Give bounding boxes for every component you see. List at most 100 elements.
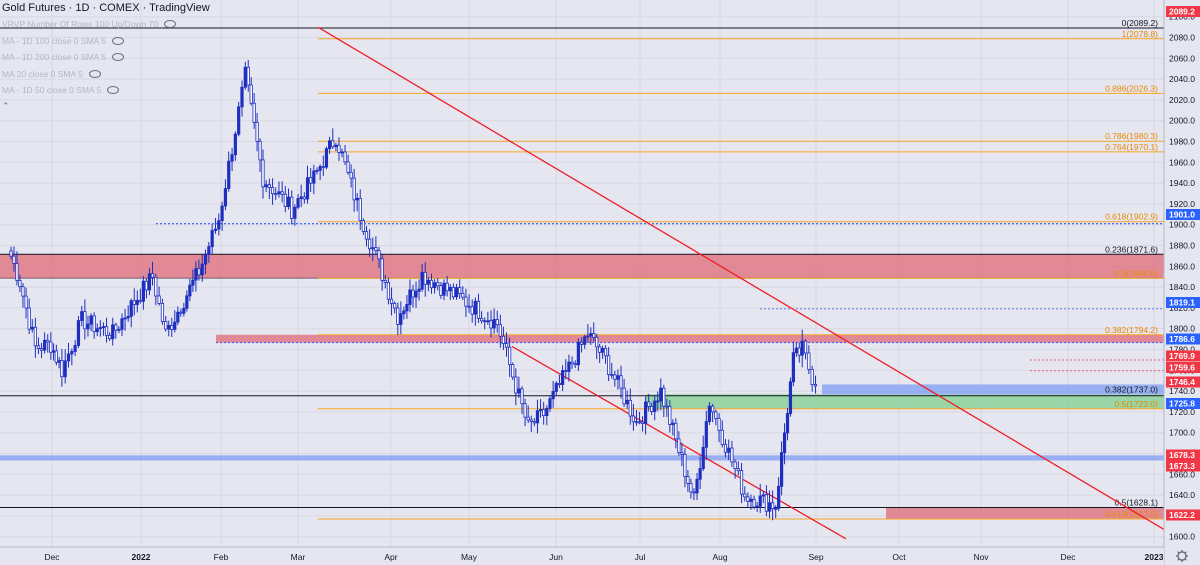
- candle-body-down: [628, 399, 632, 417]
- candle: [695, 472, 699, 500]
- price-tag: 1901.0: [1166, 209, 1200, 220]
- eye-hidden-icon[interactable]: [164, 20, 177, 28]
- candle: [752, 495, 756, 510]
- eye-hidden-icon[interactable]: [111, 36, 124, 45]
- candle-body-down: [283, 193, 287, 207]
- candles: [9, 59, 818, 521]
- indicator-ma-100[interactable]: MA - 1D 100 close 0 SMA 5: [2, 33, 210, 50]
- candle: [746, 492, 750, 508]
- candle-body-down: [674, 422, 678, 440]
- fib-label: 0.786(1980.3): [1105, 131, 1158, 141]
- candle: [89, 313, 93, 332]
- candle: [270, 178, 275, 205]
- candle: [813, 375, 818, 394]
- eye-hidden-icon[interactable]: [107, 86, 120, 94]
- time-tick-label: Dec: [44, 552, 60, 562]
- price-tag-label: 1622.2: [1169, 510, 1195, 520]
- candle-body-down: [771, 502, 775, 510]
- candle-body-down: [138, 299, 142, 302]
- candle-body-down: [429, 279, 434, 289]
- indicator-vrvp[interactable]: VRVP Number Of Rows 100 Up/Down 70: [2, 16, 210, 33]
- indicator-label: VRVP Number Of Rows 100 Up/Down 70: [2, 19, 159, 29]
- candle: [523, 398, 527, 427]
- candle-body-down: [720, 429, 724, 445]
- candle: [33, 317, 37, 358]
- candle-body-up: [73, 345, 77, 352]
- candle-body-down: [337, 144, 341, 153]
- price-tick-label: 1960.0: [1169, 157, 1195, 167]
- price-tag: 1769.9: [1166, 350, 1200, 362]
- candle: [755, 501, 759, 512]
- candle-body-up: [774, 508, 778, 510]
- candle: [380, 253, 384, 291]
- candle-body-down: [197, 268, 201, 276]
- indicator-ma-50[interactable]: MA - 1D 50 close 0 SMA 5: [2, 82, 210, 99]
- candle: [674, 418, 678, 449]
- candle: [30, 319, 34, 333]
- candle-body-up: [315, 169, 319, 172]
- eye-hidden-icon[interactable]: [88, 69, 101, 78]
- candle-body-down: [570, 361, 574, 365]
- candle-body-up: [299, 196, 303, 200]
- fib-label: 0.382(1794.2): [1105, 325, 1158, 335]
- candle: [711, 403, 715, 423]
- candle-body-up: [589, 333, 593, 337]
- candle-body-down: [179, 311, 183, 314]
- candle: [200, 254, 204, 282]
- candle-body-down: [752, 498, 756, 508]
- legend-panel: Gold Futures · 1D · COMEX · TradingView …: [2, 0, 210, 113]
- candle-body-down: [39, 348, 44, 351]
- candle-body-down: [374, 247, 378, 252]
- indicator-ma-200[interactable]: MA - 1D 200 close 0 SMA 5: [2, 49, 210, 66]
- candle: [321, 155, 325, 177]
- candle-body-down: [764, 494, 769, 512]
- candle-body-down: [595, 336, 599, 348]
- candle: [625, 390, 629, 409]
- candle-body-down: [270, 187, 275, 195]
- candle: [249, 77, 253, 106]
- candle: [111, 317, 115, 346]
- candle-body-down: [479, 317, 484, 322]
- candle-body-down: [261, 159, 265, 188]
- fib-label: 0(2089.2): [1122, 18, 1159, 28]
- candle-body-up: [188, 284, 192, 297]
- candle: [160, 298, 165, 325]
- candle-body-up: [782, 432, 787, 454]
- candle-body-down: [346, 161, 350, 173]
- candle: [548, 395, 552, 412]
- price-tag-label: 1673.3: [1169, 461, 1195, 471]
- gear-tooth: [1184, 558, 1187, 561]
- candle-body-up: [203, 253, 208, 265]
- candle-body-down: [104, 326, 109, 336]
- candle-body-down: [380, 258, 384, 281]
- settings-gear-icon[interactable]: [1176, 550, 1188, 562]
- candle-body-up: [561, 370, 565, 385]
- candle-body-up: [583, 336, 587, 345]
- collapse-chevron-icon[interactable]: ⌃: [2, 100, 10, 111]
- candle-body-down: [12, 255, 16, 264]
- support-zone-1617-1628: [886, 507, 1164, 520]
- candle-body-up: [167, 324, 171, 330]
- candle: [9, 246, 13, 260]
- candle-body-down: [683, 454, 687, 477]
- indicator-label: MA - 1D 50 close 0 SMA 5: [2, 85, 102, 95]
- candle-body-up: [70, 351, 74, 355]
- price-tag-background: [1166, 398, 1200, 409]
- candle: [210, 223, 214, 254]
- indicator-ma-20[interactable]: MA 20 close 0 SMA 5: [2, 66, 210, 83]
- candle: [167, 320, 171, 337]
- candle-body-up: [194, 268, 198, 281]
- eye-hidden-icon[interactable]: [111, 53, 124, 61]
- candle: [170, 317, 174, 337]
- candle-body-down: [461, 293, 465, 298]
- candle: [689, 478, 693, 499]
- candle: [240, 80, 244, 117]
- candle: [607, 347, 611, 382]
- candle: [296, 194, 300, 210]
- candle-body-down: [423, 271, 427, 285]
- candle: [723, 439, 728, 458]
- candle: [315, 167, 319, 175]
- candle: [393, 301, 397, 314]
- candle-body-up: [777, 485, 781, 509]
